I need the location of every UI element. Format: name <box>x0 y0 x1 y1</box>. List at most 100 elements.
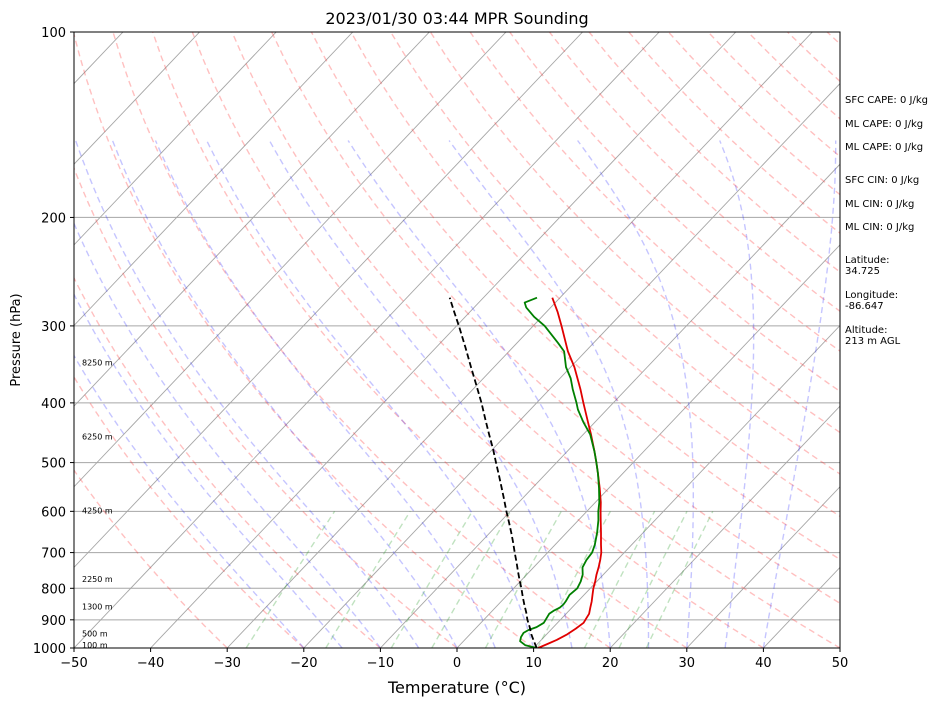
sounding-series-line <box>537 297 603 648</box>
isotherm-line <box>74 32 277 246</box>
moist-adiabat-line <box>577 140 694 648</box>
y-tick-label: 700 <box>41 547 66 562</box>
mixing-ratio-line <box>390 510 473 648</box>
x-tick-label: 10 <box>525 656 542 671</box>
height-label: 8250 m <box>82 358 113 367</box>
isotherm-line <box>686 486 840 648</box>
height-label: 100 m <box>82 641 108 650</box>
side-info-label: Latitude: 34.725 <box>845 255 890 277</box>
moist-adiabat-line <box>268 140 573 648</box>
y-axis-ticks: 100 200 300 400 500 600 700 800 900 1000 <box>33 26 74 657</box>
mixing-ratio-line <box>536 510 612 648</box>
y-tick-label: 500 <box>41 457 66 472</box>
side-info-label: Longitude: -86.647 <box>845 290 899 312</box>
side-info-label: ML CIN: 0 J/kg <box>845 222 915 233</box>
dry-adiabat-line <box>350 32 840 518</box>
height-label: 4250 m <box>82 506 113 515</box>
x-tick-label: −40 <box>137 656 164 671</box>
dry-adiabat-line <box>429 32 840 434</box>
dry-adiabat-line <box>271 32 840 605</box>
dry-adiabat-line <box>74 166 458 648</box>
moist-adiabat-line <box>206 140 535 648</box>
dry-adiabat-line <box>310 32 840 561</box>
moist-adiabat-line <box>74 221 381 648</box>
mixing-ratio-line <box>325 510 411 648</box>
isotherm-line <box>74 32 200 165</box>
y-tick-label: 600 <box>41 505 66 520</box>
mixing-ratio-line <box>618 510 688 648</box>
x-tick-label: −10 <box>367 656 394 671</box>
isotherm-line <box>74 32 660 648</box>
isotherm-line <box>74 32 583 569</box>
dry-adiabat-line <box>509 32 840 352</box>
isotherm-line <box>74 32 354 327</box>
side-info-label: Altitude: 213 m AGL <box>845 325 901 347</box>
dry-adiabat-line <box>74 375 305 648</box>
x-tick-label: 20 <box>602 656 619 671</box>
height-label: 6250 m <box>82 432 113 441</box>
height-label: 2250 m <box>82 575 113 584</box>
y-tick-label: 900 <box>41 614 66 629</box>
dry-adiabat-line <box>390 32 840 475</box>
moist-adiabat-line <box>448 140 650 648</box>
side-info-label: ML CIN: 0 J/kg <box>845 199 915 210</box>
dry-adiabat-line <box>231 32 840 648</box>
x-axis-label: Temperature (°C) <box>387 678 526 697</box>
isotherm-line <box>150 32 737 648</box>
dry-adiabat-line <box>74 32 535 648</box>
y-tick-label: 200 <box>41 211 66 226</box>
x-tick-label: 30 <box>679 656 696 671</box>
moist-adiabat-line <box>762 140 837 648</box>
isotherm-line <box>609 405 840 648</box>
isotherm-line <box>226 32 813 648</box>
chart-title: 2023/01/30 03:44 MPR Sounding <box>325 9 588 28</box>
isotherm-line <box>74 32 430 407</box>
x-tick-label: 40 <box>755 656 772 671</box>
isotherm-line <box>380 163 840 648</box>
y-axis-label: Pressure (hPa) <box>9 293 24 386</box>
isotherm-line <box>456 244 840 648</box>
y-tick-label: 300 <box>41 320 66 335</box>
isotherm-line <box>74 32 507 488</box>
side-info-label: ML CAPE: 0 J/kg <box>845 142 924 153</box>
isotherm-line <box>533 324 840 648</box>
x-axis-ticks: −50 −40 −30 −20 −10 0 10 20 30 40 50 <box>60 648 848 671</box>
dry-adiabat-line <box>469 32 840 393</box>
moist-adiabat-line <box>74 140 420 648</box>
y-tick-label: 100 <box>41 26 66 41</box>
dry-adiabat-line <box>191 32 764 648</box>
sounding-traces <box>448 296 603 648</box>
y-tick-label: 1000 <box>33 642 66 657</box>
height-labels: 100 m 500 m 1300 m 2250 m 4250 m 6250 m 8250 m <box>82 358 113 650</box>
sounding-series-line <box>448 297 538 648</box>
moist-adiabat-line <box>719 140 755 648</box>
moist-adiabat-line <box>154 140 496 648</box>
mixing-ratio-line <box>645 510 714 648</box>
x-tick-label: −20 <box>290 656 317 671</box>
x-tick-label: 50 <box>832 656 849 671</box>
moist-adiabat-line <box>74 292 343 648</box>
side-info-label: SFC CIN: 0 J/kg <box>845 175 920 186</box>
moist-adiabat-line <box>111 140 458 648</box>
height-label: 1300 m <box>82 603 113 612</box>
height-label: 500 m <box>82 629 108 638</box>
mixing-ratio-line <box>245 510 336 648</box>
mixing-ratio-line <box>484 510 562 648</box>
background-reference-lines <box>74 32 840 648</box>
moist-adiabat-line <box>347 140 611 648</box>
dry-adiabat-line <box>152 32 688 648</box>
dry-adiabat-line <box>74 468 228 648</box>
y-tick-label: 400 <box>41 397 66 412</box>
mixing-ratio-line <box>431 510 512 648</box>
dry-adiabat-line <box>112 32 611 648</box>
sounding-series-line <box>519 296 601 648</box>
side-info-label: SFC CAPE: 0 J/kg <box>845 95 928 106</box>
x-tick-label: 0 <box>453 656 461 671</box>
x-tick-label: −50 <box>60 656 87 671</box>
side-info-label: ML CAPE: 0 J/kg <box>845 119 924 130</box>
mixing-ratio-line <box>583 510 656 648</box>
isotherm-line <box>303 82 840 648</box>
x-tick-label: −30 <box>213 656 240 671</box>
y-tick-label: 800 <box>41 582 66 597</box>
